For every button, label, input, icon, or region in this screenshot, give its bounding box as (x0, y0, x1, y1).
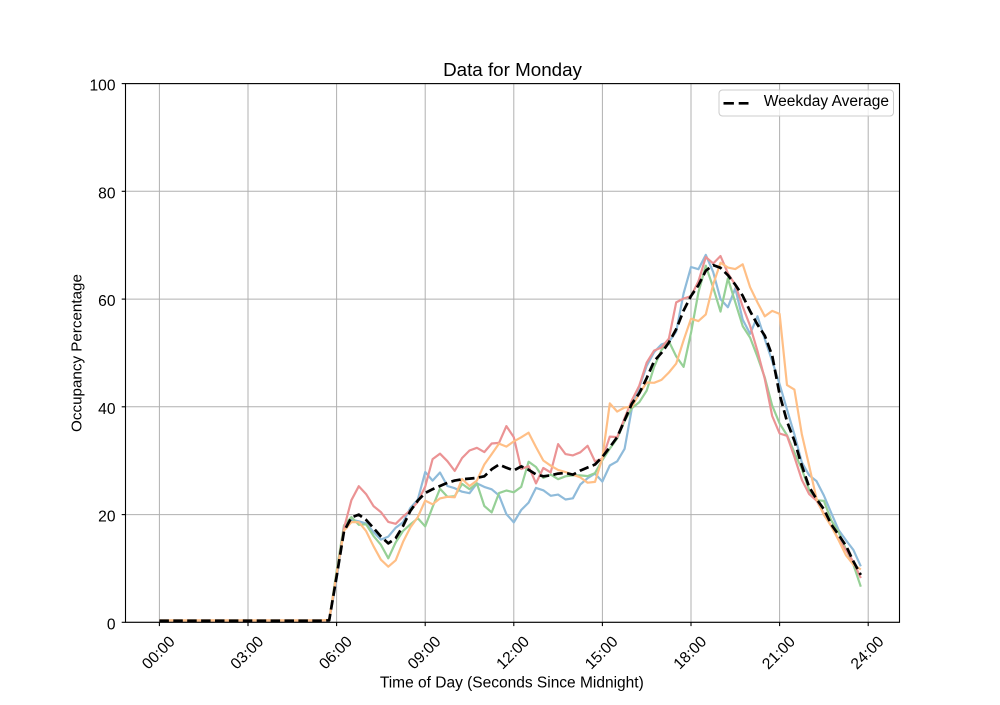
svg-text:Data for Monday: Data for Monday (443, 59, 582, 80)
svg-text:80: 80 (98, 185, 116, 202)
svg-text:0: 0 (107, 616, 116, 633)
svg-text:60: 60 (98, 293, 116, 310)
svg-text:40: 40 (98, 401, 116, 418)
svg-text:100: 100 (89, 78, 115, 95)
svg-text:Occupancy Percentage: Occupancy Percentage (69, 274, 86, 432)
svg-text:Weekday Average: Weekday Average (764, 93, 889, 110)
svg-text:20: 20 (98, 509, 116, 526)
svg-text:Time of Day (Seconds Since Mid: Time of Day (Seconds Since Midnight) (380, 675, 644, 692)
